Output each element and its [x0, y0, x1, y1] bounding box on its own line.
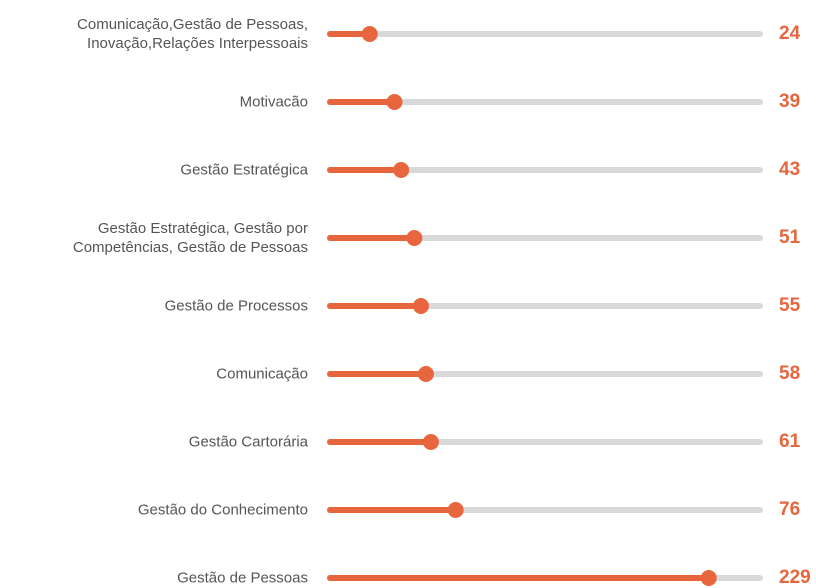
dot — [361, 26, 378, 42]
category-label: Gestão Estratégica, Gestão por Competênc… — [72, 220, 308, 256]
dot — [393, 162, 410, 178]
dot — [386, 94, 403, 110]
value-label: 55 — [779, 295, 801, 316]
category-label: Comunicação — [216, 365, 308, 383]
value-label: 51 — [779, 227, 801, 248]
category-label: Motivacão — [239, 93, 308, 111]
dot — [406, 230, 423, 246]
value-label: 24 — [779, 23, 801, 44]
dot — [422, 434, 439, 450]
value-label: 43 — [779, 159, 800, 180]
category-label: Gestão do Conhecimento — [137, 501, 308, 519]
value-label: 39 — [779, 91, 800, 112]
category-label: Gestão Estratégica — [180, 161, 308, 179]
dot — [447, 502, 464, 518]
dot — [700, 570, 717, 586]
dot — [412, 298, 429, 314]
category-label: Gestão de Pessoas — [177, 569, 308, 587]
category-label: Comunicação,Gestão de Pessoas, Inovação,… — [77, 16, 308, 52]
dot — [417, 366, 434, 382]
category-label: Gestão de Processos — [164, 297, 308, 315]
value-label: 61 — [779, 431, 801, 452]
category-label: Gestão Cartorária — [188, 433, 308, 451]
value-label: 58 — [779, 363, 800, 384]
value-label: 76 — [779, 499, 800, 520]
value-label: 229 — [779, 567, 811, 588]
